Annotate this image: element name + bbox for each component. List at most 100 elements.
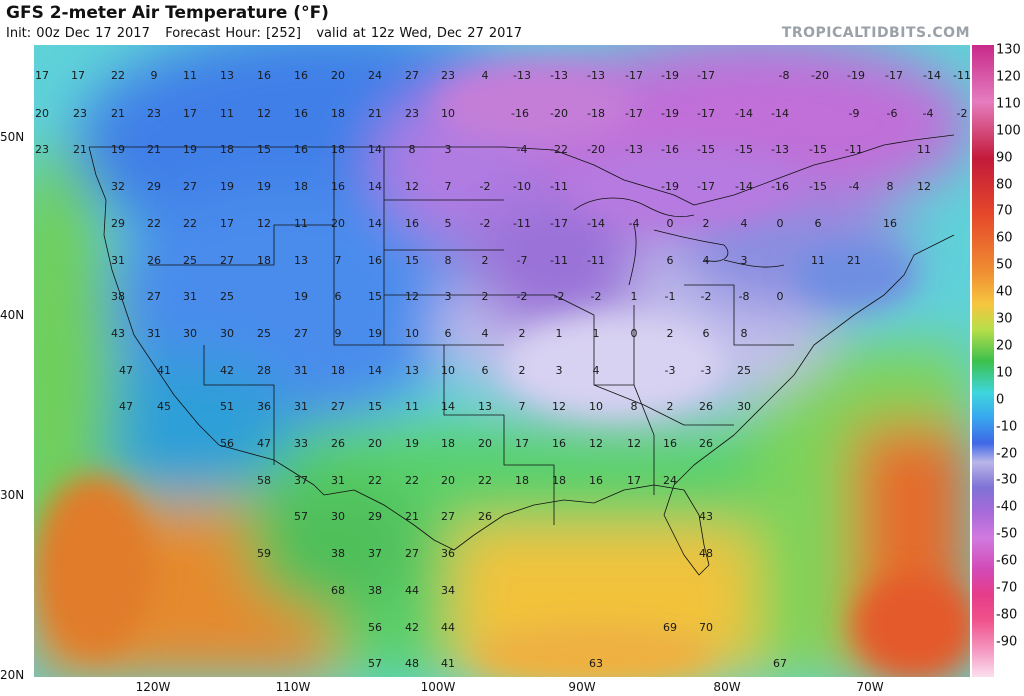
station-temperature-value: 20	[331, 69, 345, 82]
station-temperature-value: 25	[737, 364, 751, 377]
station-temperature-value: 30	[331, 510, 345, 523]
station-temperature-value: 41	[441, 657, 455, 670]
station-temperature-value: 29	[111, 217, 125, 230]
station-temperature-value: -11	[513, 217, 531, 230]
station-temperature-value: 47	[119, 400, 133, 413]
station-temperature-value: -11	[550, 180, 568, 193]
station-temperature-value: 23	[35, 143, 49, 156]
station-temperature-value: 22	[405, 474, 419, 487]
colorbar-label: -40	[996, 499, 1018, 515]
station-temperature-value: -17	[625, 69, 643, 82]
station-temperature-value: 4	[703, 254, 710, 267]
station-temperature-value: 18	[515, 474, 529, 487]
brand-watermark: TROPICALTIDBITS.COM	[781, 25, 970, 41]
station-temperature-value: -2	[554, 290, 565, 303]
station-temperature-value: -1	[665, 290, 676, 303]
station-temperature-value: -11	[845, 143, 863, 156]
colorbar-label: -60	[996, 553, 1018, 569]
station-temperature-value: 33	[294, 437, 308, 450]
station-temperature-value: 2	[482, 254, 489, 267]
station-temperature-value: 16	[294, 69, 308, 82]
station-temperature-value: 38	[111, 290, 125, 303]
station-temperature-value: 13	[294, 254, 308, 267]
station-temperature-value: 31	[147, 327, 161, 340]
station-temperature-value: 29	[147, 180, 161, 193]
station-temperature-value: -15	[809, 143, 827, 156]
station-temperature-value: 19	[220, 180, 234, 193]
station-temperature-value: 12	[405, 180, 419, 193]
station-temperature-value: 22	[183, 217, 197, 230]
station-temperature-value: 69	[663, 621, 677, 634]
station-temperature-value: 63	[589, 657, 603, 670]
station-temperature-value: 47	[257, 437, 271, 450]
station-temperature-value: 21	[111, 107, 125, 120]
station-temperature-value: -3	[701, 364, 712, 377]
station-temperature-value: 42	[220, 364, 234, 377]
station-temperature-value: 17	[71, 69, 85, 82]
station-temperature-value: 8	[631, 400, 638, 413]
map-svg: 17 17 22 9 11 13 16 16 20 24 27 23 4 -13 -13 -13 -17 -19-…	[34, 45, 970, 677]
station-temperature-value: 10	[441, 107, 455, 120]
station-temperature-value: 19	[294, 290, 308, 303]
station-temperature-value: 14	[368, 217, 382, 230]
station-temperature-value: 38	[331, 547, 345, 560]
station-temperature-value: 57	[294, 510, 308, 523]
station-temperature-value: 16	[294, 107, 308, 120]
station-values: 17 17 22 9 11 13 16 16 20 24 27 23 4 -13 -13 -13 -17 -19-…	[35, 69, 970, 670]
station-temperature-value: -16	[771, 180, 789, 193]
station-temperature-value: 36	[257, 400, 271, 413]
station-temperature-value: -11	[587, 254, 605, 267]
station-temperature-value: -13	[625, 143, 643, 156]
station-temperature-value: 2	[519, 327, 526, 340]
station-temperature-value: -17	[697, 69, 715, 82]
station-temperature-value: -2	[517, 290, 528, 303]
station-temperature-value: 13	[405, 364, 419, 377]
station-temperature-value: 19	[405, 437, 419, 450]
station-temperature-value: 11	[811, 254, 825, 267]
station-temperature-value: 8	[445, 254, 452, 267]
station-temperature-value: 56	[220, 437, 234, 450]
station-temperature-value: 27	[294, 327, 308, 340]
station-temperature-value: 16	[589, 474, 603, 487]
station-temperature-value: 11	[405, 400, 419, 413]
station-temperature-value: 17	[627, 474, 641, 487]
station-temperature-value: 26	[699, 400, 713, 413]
station-temperature-value: 26	[478, 510, 492, 523]
station-temperature-value: 21	[73, 143, 87, 156]
station-temperature-value: 8	[887, 180, 894, 193]
colorbar-label: -80	[996, 607, 1018, 623]
station-temperature-value: 20	[441, 474, 455, 487]
station-temperature-value: 26	[147, 254, 161, 267]
lon-label-70w: 70W	[856, 680, 884, 694]
station-temperature-value: 22	[478, 474, 492, 487]
station-temperature-value: 7	[519, 400, 526, 413]
station-temperature-value: -14	[587, 217, 605, 230]
station-temperature-value: -8	[779, 69, 790, 82]
station-temperature-value: 2	[667, 400, 674, 413]
station-temperature-value: 19	[111, 143, 125, 156]
station-temperature-value: 22	[111, 69, 125, 82]
colorbar-label: 130	[996, 42, 1021, 58]
temperature-map: 17 17 22 9 11 13 16 16 20 24 27 23 4 -13 -13 -13 -17 -19-…	[34, 45, 970, 677]
station-temperature-value: 24	[663, 474, 677, 487]
station-temperature-value: 16	[883, 217, 897, 230]
colorbar-label: -10	[996, 419, 1018, 435]
station-temperature-value: -11	[953, 69, 970, 82]
station-temperature-value: -15	[809, 180, 827, 193]
station-temperature-value: 30	[220, 327, 234, 340]
station-temperature-value: -15	[735, 143, 753, 156]
station-temperature-value: 16	[368, 254, 382, 267]
station-temperature-value: -15	[697, 143, 715, 156]
station-temperature-value: -7	[517, 254, 528, 267]
station-temperature-value: -19	[661, 69, 679, 82]
colorbar-label: 100	[996, 123, 1021, 139]
station-temperature-value: 6	[815, 217, 822, 230]
station-temperature-value: 67	[773, 657, 787, 670]
station-temperature-value: 0	[667, 217, 674, 230]
station-temperature-value: 34	[441, 584, 455, 597]
station-temperature-value: 7	[445, 180, 452, 193]
station-temperature-value: 21	[405, 510, 419, 523]
station-temperature-value: 23	[405, 107, 419, 120]
station-temperature-value: -13	[771, 143, 789, 156]
station-temperature-value: 43	[111, 327, 125, 340]
